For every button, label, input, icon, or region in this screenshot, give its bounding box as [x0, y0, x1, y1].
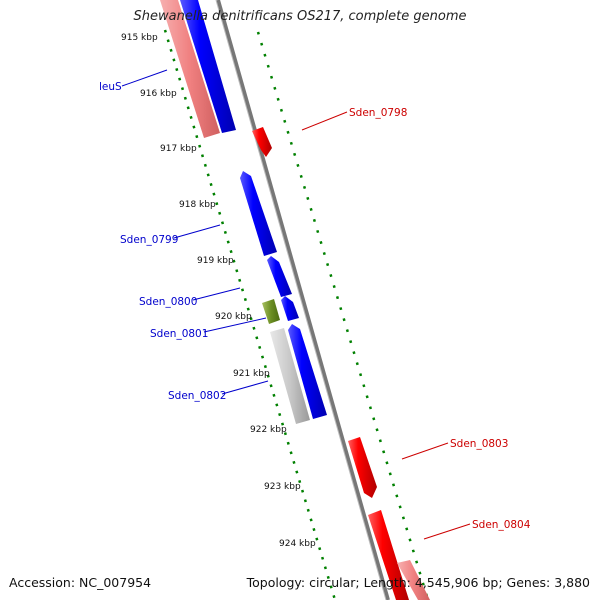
gene-label-sden0804[interactable]: Sden_0804 — [472, 519, 531, 531]
tick-label-917-kbp: 917 kbp — [160, 144, 197, 154]
backbone — [215, 0, 390, 600]
leader-line-sden0804 — [423, 523, 471, 540]
genome-title: Shewanella denitrificans OS217, complete… — [133, 9, 467, 24]
gene-label-leus[interactable]: leuS — [99, 81, 122, 93]
leader-line-sden0799 — [173, 224, 221, 239]
tick-label-922-kbp: 922 kbp — [250, 425, 287, 435]
genome-stats-text: Topology: circular; Length: 4,545,906 bp… — [246, 575, 590, 590]
leader-line-sden0800 — [192, 287, 241, 301]
leader-line-sden0798 — [301, 111, 348, 131]
gene-label-sden0802[interactable]: Sden_0802 — [168, 390, 226, 402]
leader-line-sden0802 — [221, 380, 269, 395]
tick-label-915-kbp: 915 kbp — [121, 33, 158, 43]
gene-label-sden0799[interactable]: Sden_0799 — [120, 234, 178, 246]
gene-next-pseudo[interactable] — [397, 560, 430, 600]
gene-sden0804-arrow[interactable] — [368, 510, 409, 600]
gene-label-sden0803[interactable]: Sden_0803 — [450, 438, 508, 450]
tick-label-921-kbp: 921 kbp — [233, 369, 270, 379]
accession-text: Accession: NC_007954 — [9, 575, 152, 590]
gene-sden0801-arrow[interactable] — [281, 296, 299, 321]
tick-label-919-kbp: 919 kbp — [197, 256, 234, 266]
tick-label-918-kbp: 918 kbp — [179, 200, 216, 210]
tick-label-920-kbp: 920 kbp — [215, 312, 252, 322]
gene-sden0799-arrow[interactable] — [240, 171, 277, 256]
tick-label-923-kbp: 923 kbp — [264, 482, 301, 492]
gene-sden0802-pseudo[interactable] — [270, 328, 310, 424]
gene-label-sden0798[interactable]: Sden_0798 — [349, 107, 407, 119]
leader-line-leus — [121, 69, 168, 87]
gene-label-sden0800[interactable]: Sden_0800 — [139, 296, 197, 308]
gene-sden0798-arrow[interactable] — [252, 127, 272, 157]
tick-label-916-kbp: 916 kbp — [140, 89, 177, 99]
gene-sden0801-rna[interactable] — [262, 299, 280, 324]
leader-line-sden0803 — [401, 442, 449, 460]
leader-line-sden0801 — [203, 317, 267, 333]
gene-label-sden0801[interactable]: Sden_0801 — [150, 328, 208, 340]
tick-label-924-kbp: 924 kbp — [279, 539, 316, 549]
gene-leuS-pseudo-arrow[interactable] — [160, 0, 220, 138]
gene-sden0803-arrow[interactable] — [348, 437, 377, 498]
gene-sden0800-arrow[interactable] — [267, 256, 292, 297]
gene-sden0802-arrow[interactable] — [288, 324, 327, 419]
gene-leus-arrow[interactable] — [180, 0, 236, 133]
